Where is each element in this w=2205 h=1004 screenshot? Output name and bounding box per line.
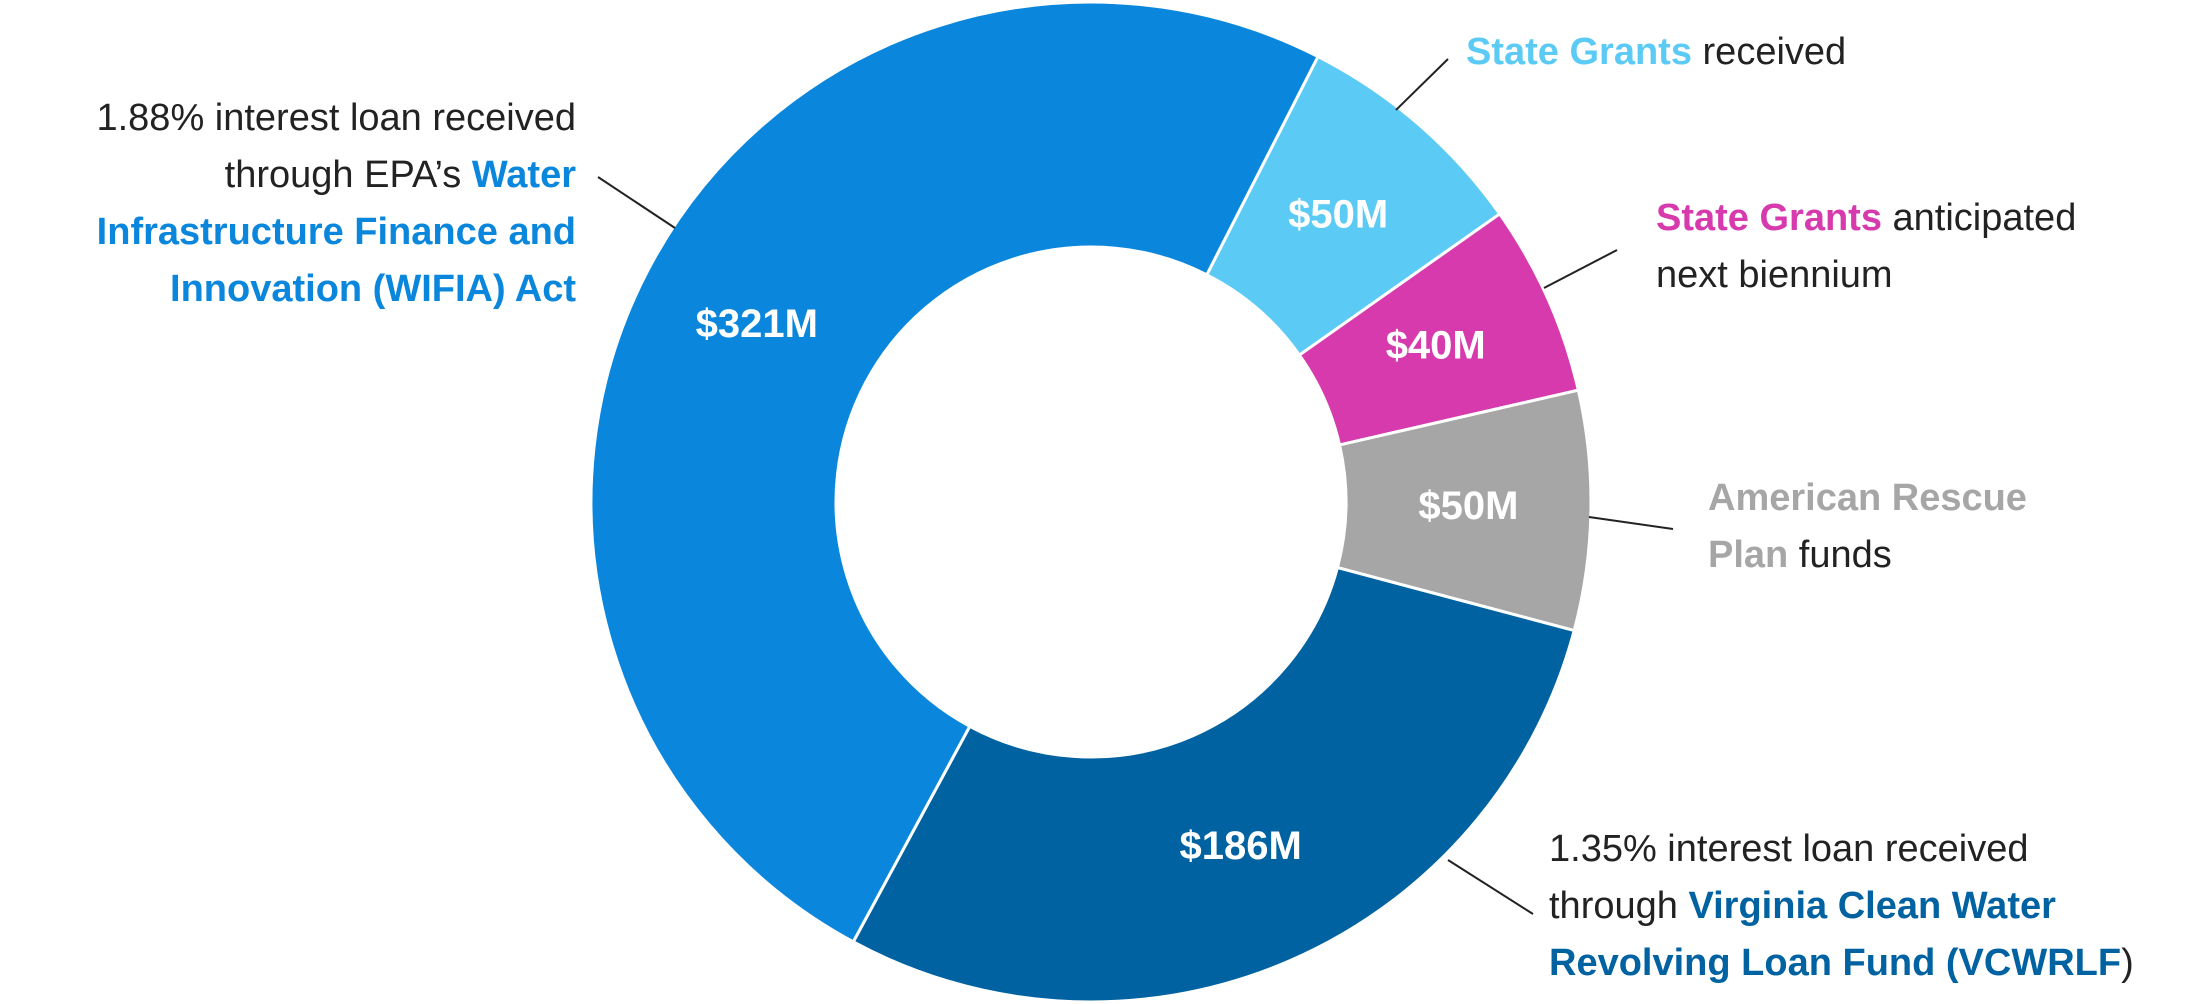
value-label: $50M (1288, 192, 1388, 236)
label-line: through EPA’s Water (96, 147, 576, 204)
leader-line (1447, 859, 1534, 915)
label-text: through EPA’s (224, 154, 472, 196)
label-text: ) (2121, 942, 2134, 984)
label-text: funds (1788, 534, 1892, 576)
label-accent: State Grants (1466, 31, 1692, 73)
label-accent: Infrastructure Finance and (96, 211, 576, 253)
label-line: State Grants anticipated (1656, 190, 2076, 247)
label-accent: Virginia Clean Water (1688, 885, 2056, 927)
leader-line (1588, 516, 1674, 530)
slice-label: 1.88% interest loan received through EPA’… (96, 90, 576, 318)
label-text: anticipated (1881, 197, 2077, 239)
label-line: American Rescue (1708, 470, 2027, 527)
value-label: $321M (696, 302, 818, 346)
label-accent: American Rescue (1708, 477, 2027, 519)
label-accent: Plan (1708, 534, 1789, 576)
label-accent: Water (471, 154, 576, 196)
value-label: $186M (1179, 824, 1301, 868)
slice-label: State Grants received (1466, 24, 1846, 81)
label-text: through (1549, 885, 1689, 927)
label-text: next biennium (1656, 254, 1893, 296)
label-line: Plan funds (1708, 527, 2027, 584)
label-line: 1.35% interest loan received (1549, 821, 2134, 878)
leader-line (1543, 249, 1618, 289)
label-accent: Revolving Loan Fund (VCWRLF (1549, 942, 2122, 984)
donut-slice (589, 0, 1321, 944)
label-accent: State Grants (1656, 197, 1882, 239)
donut-slice (851, 565, 1577, 1004)
label-line: next biennium (1656, 247, 2076, 304)
label-line: State Grants received (1466, 24, 1846, 81)
label-text: 1.88% interest loan received (96, 97, 576, 139)
label-line: 1.88% interest loan received (96, 90, 576, 147)
leader-line (597, 176, 676, 229)
value-label: $40M (1386, 324, 1486, 368)
label-text: 1.35% interest loan received (1549, 828, 2029, 870)
label-line: Infrastructure Finance and (96, 204, 576, 261)
value-label: $50M (1418, 484, 1518, 528)
label-text: received (1691, 31, 1847, 73)
label-line: Innovation (WIFIA) Act (96, 261, 576, 318)
label-line: through Virginia Clean Water (1549, 878, 2134, 935)
leader-line (1395, 58, 1449, 111)
slice-label: State Grants anticipated next biennium (1656, 190, 2076, 304)
label-line: Revolving Loan Fund (VCWRLF) (1549, 935, 2134, 992)
slice-label: American Rescue Plan funds (1708, 470, 2027, 584)
slice-label: 1.35% interest loan received through Virg… (1549, 821, 2134, 992)
label-accent: Innovation (WIFIA) Act (170, 268, 576, 310)
